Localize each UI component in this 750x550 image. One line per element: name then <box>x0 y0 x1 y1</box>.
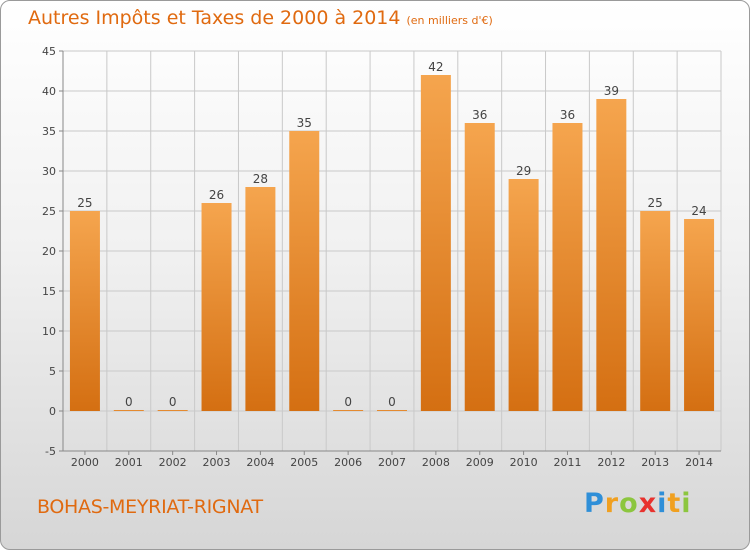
x-tick-label: 2004 <box>246 456 274 469</box>
y-tick-label: 40 <box>42 85 56 98</box>
bar <box>113 410 144 411</box>
x-tick-label: 2002 <box>159 456 187 469</box>
logo-letter: t <box>667 488 682 519</box>
data-label: 29 <box>516 164 531 178</box>
proxiti-logo: Proxiti <box>584 488 692 519</box>
logo-letter: i <box>681 488 692 519</box>
bar <box>596 99 627 411</box>
data-label: 0 <box>388 395 396 409</box>
y-tick-label: 30 <box>42 165 56 178</box>
data-label: 26 <box>209 188 224 202</box>
x-tick-label: 2000 <box>71 456 99 469</box>
data-label: 36 <box>472 108 487 122</box>
bar <box>420 75 451 411</box>
data-label: 24 <box>691 204 706 218</box>
data-label: 39 <box>604 84 619 98</box>
x-tick-label: 2010 <box>510 456 538 469</box>
bar <box>508 179 539 411</box>
data-label: 42 <box>428 60 443 74</box>
chart-title-text: Autres Impôts et Taxes de 2000 à 2014 <box>28 7 401 29</box>
chart-unit: (en milliers d'€) <box>406 14 493 27</box>
bar <box>69 211 100 411</box>
y-tick-label: 15 <box>42 285 56 298</box>
y-tick-label: 35 <box>42 125 56 138</box>
commune-name: BOHAS-MEYRIAT-RIGNAT <box>37 496 263 518</box>
bar <box>201 203 232 411</box>
x-tick-label: 2006 <box>334 456 362 469</box>
y-tick-label: 10 <box>42 325 56 338</box>
y-tick-label: 45 <box>42 45 56 58</box>
logo-letter: o <box>619 488 639 519</box>
x-tick-label: 2008 <box>422 456 450 469</box>
bar <box>245 187 276 411</box>
chart-title: Autres Impôts et Taxes de 2000 à 2014 (en… <box>28 7 493 29</box>
x-tick-label: 2013 <box>641 456 669 469</box>
x-tick-label: 2011 <box>553 456 581 469</box>
bar <box>377 410 407 411</box>
data-label: 0 <box>169 395 177 409</box>
bars <box>69 75 715 411</box>
x-tick-label: 2007 <box>378 456 406 469</box>
y-tick-label: 0 <box>49 405 56 418</box>
logo-letter: P <box>584 488 605 519</box>
x-tick-label: 2009 <box>466 456 494 469</box>
logo-letter: r <box>604 488 620 519</box>
x-tick-label: 2003 <box>203 456 231 469</box>
bar <box>552 123 583 411</box>
bar <box>333 410 364 411</box>
data-label: 35 <box>297 116 312 130</box>
bar <box>289 131 320 411</box>
x-tick-label: 2012 <box>597 456 625 469</box>
data-label: 36 <box>560 108 575 122</box>
bar <box>157 410 188 411</box>
data-label: 0 <box>344 395 352 409</box>
axes: -5 0 5 10 15 20 25 30 35 40 45 2000 2001 2002 2003 2004… <box>42 45 721 469</box>
bar <box>464 123 495 411</box>
bar <box>684 219 715 411</box>
data-label: 25 <box>77 196 92 210</box>
bar <box>640 211 671 411</box>
y-tick-label: 20 <box>42 245 56 258</box>
x-tick-label: 2005 <box>290 456 318 469</box>
data-label: 28 <box>253 172 268 186</box>
y-tick-label: -5 <box>45 445 56 458</box>
x-tick-label: 2001 <box>115 456 143 469</box>
logo-letter: x <box>638 488 658 519</box>
data-label: 25 <box>648 196 663 210</box>
y-tick-label: 25 <box>42 205 56 218</box>
logo-letter: i <box>657 488 668 519</box>
data-labels: 25 0 0 26 28 35 0 0 42 36 29 36 39 25 24 <box>77 60 706 409</box>
x-tick-label: 2014 <box>685 456 713 469</box>
y-tick-label: 5 <box>49 365 56 378</box>
data-label: 0 <box>125 395 133 409</box>
